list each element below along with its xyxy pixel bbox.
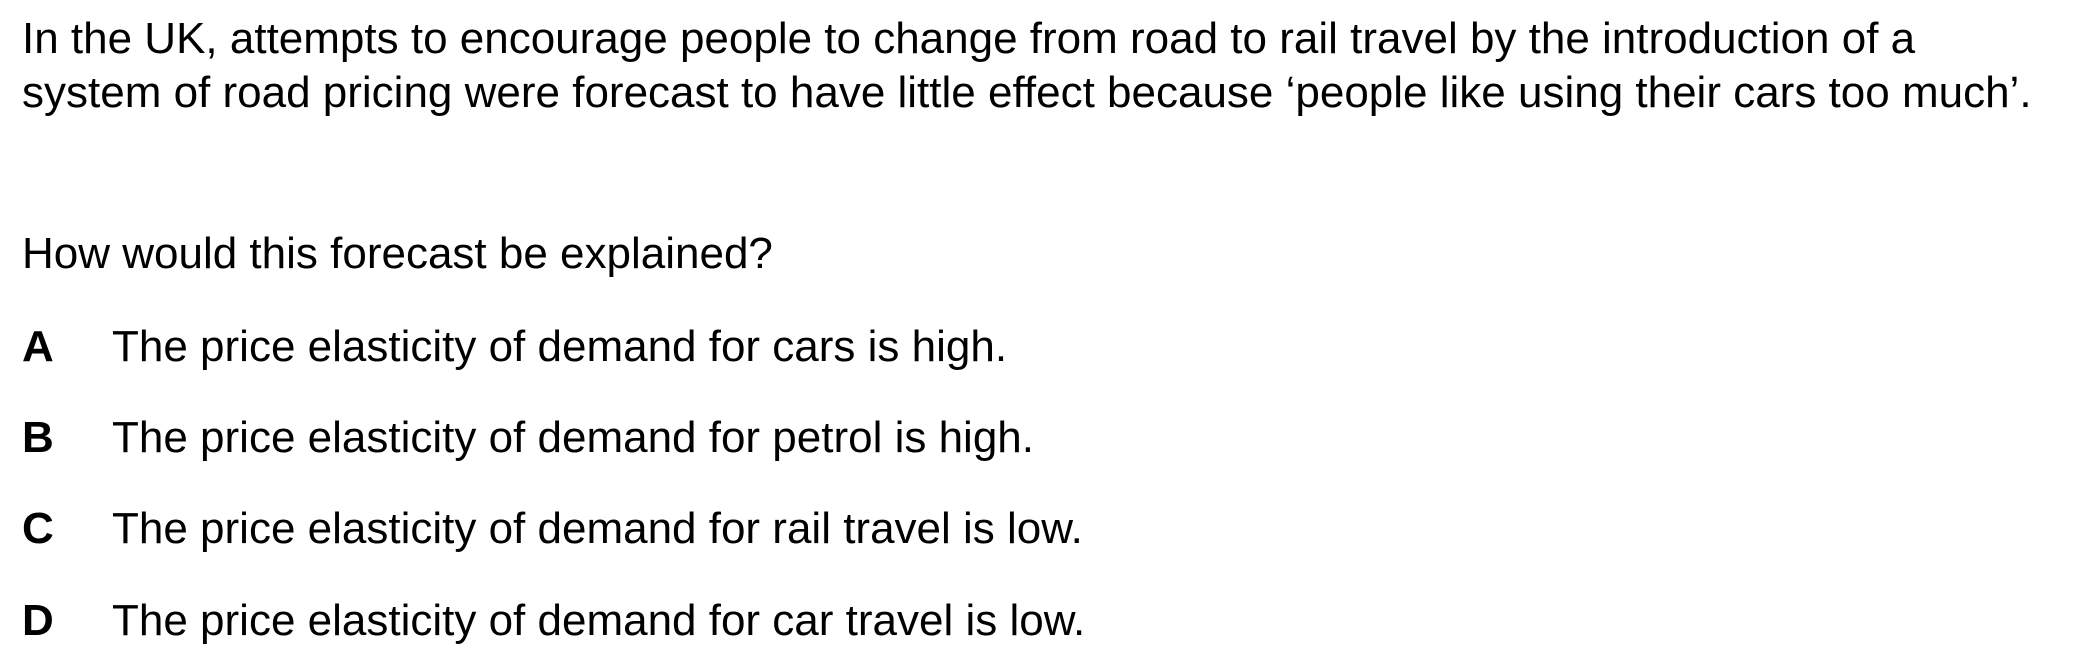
option-text: The price elasticity of demand for cars … — [112, 322, 1008, 371]
option-letter: A — [22, 322, 54, 371]
option-text: The price elasticity of demand for petro… — [112, 413, 1035, 462]
question-prompt: How would this forecast be explained? — [22, 229, 773, 278]
option-text: The price elasticity of demand for rail … — [112, 504, 1083, 553]
option-letter: C — [22, 504, 54, 553]
option-text: The price elasticity of demand for car t… — [112, 596, 1086, 645]
option-letter: B — [22, 413, 54, 462]
option-letter: D — [22, 596, 54, 645]
question-stem: In the UK, attempts to encourage people … — [22, 14, 2032, 117]
